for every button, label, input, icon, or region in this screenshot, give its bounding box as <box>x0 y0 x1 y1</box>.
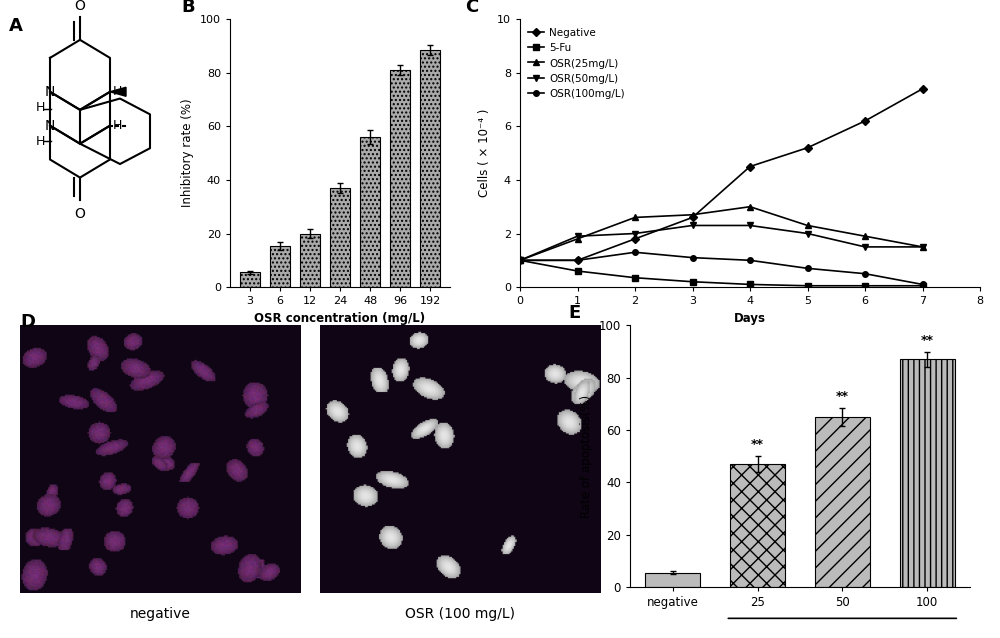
X-axis label: OSR concentration (mg/L): OSR concentration (mg/L) <box>254 312 426 325</box>
5-Fu <box>859 282 871 290</box>
Bar <box>240 272 260 287</box>
Line: OSR(25mg/L): OSR(25mg/L) <box>517 204 925 263</box>
OSR(100mg/L) <box>744 256 756 264</box>
Text: N: N <box>45 85 55 99</box>
OSR(25mg/L) <box>572 235 584 242</box>
OSR(100mg/L) <box>629 248 641 256</box>
Bar <box>300 234 320 287</box>
Negative <box>514 256 526 264</box>
5-Fu <box>514 256 526 264</box>
OSR(50mg/L) <box>514 256 526 264</box>
OSR(100mg/L) <box>916 281 928 288</box>
Y-axis label: Cells ( × 10⁻⁴ ): Cells ( × 10⁻⁴ ) <box>478 109 491 197</box>
Bar <box>645 572 700 587</box>
OSR(50mg/L) <box>572 232 584 240</box>
Text: **: ** <box>751 438 764 451</box>
Y-axis label: Rate of apoptosis(%): Rate of apoptosis(%) <box>580 395 593 517</box>
5-Fu <box>802 282 814 290</box>
Bar <box>360 137 380 287</box>
Line: Negative: Negative <box>517 86 925 263</box>
Bar <box>730 464 785 587</box>
Text: **: ** <box>836 390 849 403</box>
Legend: Negative, 5-Fu, OSR(25mg/L), OSR(50mg/L), OSR(100mg/L): Negative, 5-Fu, OSR(25mg/L), OSR(50mg/L)… <box>525 24 628 103</box>
5-Fu <box>572 267 584 275</box>
OSR(100mg/L) <box>572 256 584 264</box>
OSR(50mg/L) <box>686 221 698 229</box>
Bar <box>900 359 955 587</box>
Text: H: H <box>113 119 122 132</box>
Negative <box>802 144 814 152</box>
Bar <box>270 246 290 287</box>
Bar <box>420 50 440 287</box>
5-Fu <box>744 281 756 288</box>
Text: negative: negative <box>130 607 190 621</box>
OSR(100mg/L) <box>802 265 814 272</box>
OSR(50mg/L) <box>916 243 928 251</box>
OSR(25mg/L) <box>629 214 641 221</box>
Text: OSR (100 mg/L): OSR (100 mg/L) <box>405 607 515 621</box>
5-Fu <box>686 278 698 286</box>
Line: 5-Fu: 5-Fu <box>517 258 925 288</box>
Text: **: ** <box>921 334 934 346</box>
OSR(50mg/L) <box>629 230 641 237</box>
Bar <box>330 188 350 287</box>
Negative <box>686 214 698 221</box>
OSR(50mg/L) <box>744 221 756 229</box>
OSR(50mg/L) <box>859 243 871 251</box>
Text: H: H <box>35 101 45 114</box>
OSR(50mg/L) <box>802 230 814 237</box>
5-Fu <box>916 282 928 290</box>
Text: E: E <box>569 304 581 322</box>
Polygon shape <box>110 87 126 96</box>
OSR(25mg/L) <box>802 221 814 229</box>
Negative <box>572 256 584 264</box>
OSR(25mg/L) <box>744 203 756 211</box>
Text: A: A <box>9 17 23 35</box>
Text: O: O <box>75 207 85 221</box>
Text: C: C <box>465 0 478 16</box>
Negative <box>859 117 871 125</box>
OSR(100mg/L) <box>686 254 698 262</box>
Text: B: B <box>182 0 195 16</box>
Text: H: H <box>35 135 45 148</box>
Text: H: H <box>113 85 122 98</box>
Line: OSR(100mg/L): OSR(100mg/L) <box>517 249 925 287</box>
Negative <box>629 235 641 242</box>
Text: D: D <box>20 313 35 330</box>
OSR(25mg/L) <box>916 243 928 251</box>
Bar <box>815 417 870 587</box>
Text: N: N <box>45 119 55 133</box>
OSR(25mg/L) <box>859 232 871 240</box>
Y-axis label: Inhibitory rate (%): Inhibitory rate (%) <box>181 99 194 207</box>
OSR(25mg/L) <box>686 211 698 219</box>
Line: OSR(50mg/L): OSR(50mg/L) <box>517 223 925 263</box>
OSR(25mg/L) <box>514 256 526 264</box>
X-axis label: Days: Days <box>734 312 766 325</box>
Negative <box>916 85 928 93</box>
Bar <box>390 70 410 287</box>
Text: O: O <box>75 0 85 13</box>
OSR(100mg/L) <box>859 270 871 278</box>
5-Fu <box>629 274 641 281</box>
OSR(100mg/L) <box>514 256 526 264</box>
Negative <box>744 163 756 170</box>
